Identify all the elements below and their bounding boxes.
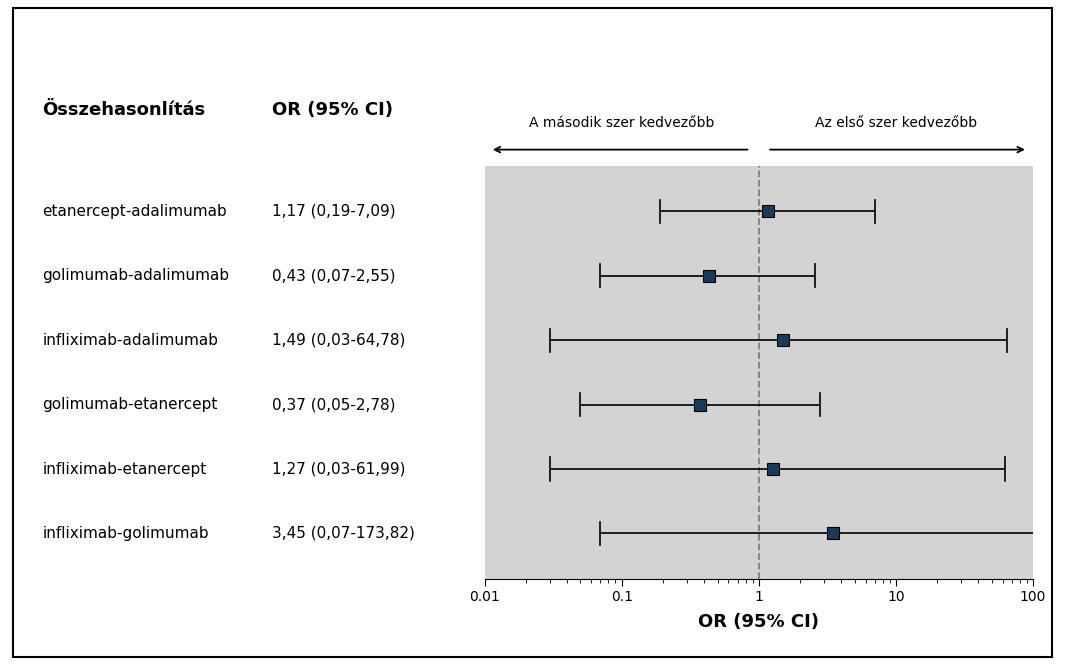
Text: 1,49 (0,03-64,78): 1,49 (0,03-64,78) <box>272 332 405 348</box>
Text: 3,45 (0,07-173,82): 3,45 (0,07-173,82) <box>272 526 414 541</box>
Text: 1,17 (0,19-7,09): 1,17 (0,19-7,09) <box>272 204 395 219</box>
Text: infliximab-adalimumab: infliximab-adalimumab <box>43 332 218 348</box>
Text: golimumab-etanercept: golimumab-etanercept <box>43 397 218 412</box>
Text: A második szer kedvezőbb: A második szer kedvezőbb <box>529 116 715 130</box>
Text: OR (95% CI): OR (95% CI) <box>272 100 393 119</box>
Text: etanercept-adalimumab: etanercept-adalimumab <box>43 204 227 219</box>
Text: 0,37 (0,05-2,78): 0,37 (0,05-2,78) <box>272 397 395 412</box>
X-axis label: OR (95% CI): OR (95% CI) <box>699 612 819 630</box>
Text: infliximab-etanercept: infliximab-etanercept <box>43 462 207 477</box>
Text: golimumab-adalimumab: golimumab-adalimumab <box>43 268 230 283</box>
Text: infliximab-golimumab: infliximab-golimumab <box>43 526 209 541</box>
Text: Összehasonlítás: Összehasonlítás <box>43 100 206 119</box>
Text: Az első szer kedvezőbb: Az első szer kedvezőbb <box>815 116 977 130</box>
Text: 0,43 (0,07-2,55): 0,43 (0,07-2,55) <box>272 268 395 283</box>
Text: 1,27 (0,03-61,99): 1,27 (0,03-61,99) <box>272 462 405 477</box>
